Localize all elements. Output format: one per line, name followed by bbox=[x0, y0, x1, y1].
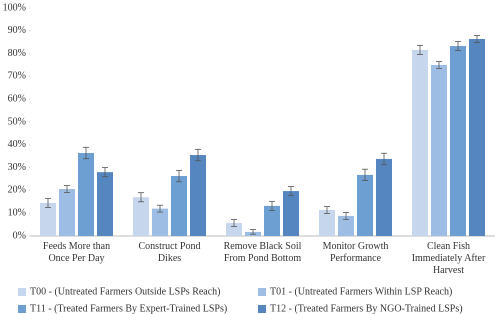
error-bar bbox=[45, 197, 51, 208]
x-tick-label: Monitor Growth Performance bbox=[323, 241, 389, 264]
bar bbox=[97, 172, 113, 236]
bar bbox=[226, 223, 242, 236]
y-tick-label: 50% bbox=[8, 116, 26, 127]
error-bar bbox=[436, 61, 442, 69]
error-bar bbox=[195, 148, 201, 162]
legend-label: T01 - (Untreated Farmers Within LSP Reac… bbox=[270, 286, 452, 297]
y-tick-label: 80% bbox=[8, 48, 26, 59]
error-bar bbox=[381, 152, 387, 166]
error-bar bbox=[157, 204, 163, 213]
legend-swatch bbox=[258, 288, 266, 296]
y-tick-label: 40% bbox=[8, 139, 26, 150]
error-bar bbox=[138, 192, 144, 203]
error-bar bbox=[64, 185, 70, 193]
y-tick-label: 100% bbox=[3, 2, 26, 13]
error-bar bbox=[324, 206, 330, 214]
bar bbox=[319, 210, 335, 236]
y-tick-label: 30% bbox=[8, 162, 26, 173]
x-tick-label: Feeds More than Once Per Day bbox=[43, 241, 110, 264]
error-bar bbox=[474, 35, 480, 43]
x-tick-label: Remove Black Soil From Pond Bottom bbox=[224, 241, 302, 264]
bar bbox=[431, 65, 447, 236]
error-bar bbox=[83, 146, 89, 160]
y-tick-label: 0% bbox=[13, 230, 26, 241]
error-bar bbox=[417, 44, 423, 55]
bar bbox=[357, 174, 373, 236]
legend-swatch bbox=[18, 305, 26, 313]
bar bbox=[412, 49, 428, 237]
error-bar bbox=[250, 229, 256, 235]
bar bbox=[469, 39, 485, 237]
x-tick-label: Construct Pond Dikes bbox=[139, 241, 201, 264]
error-bar bbox=[269, 200, 275, 211]
bar bbox=[376, 158, 392, 236]
bar bbox=[40, 202, 56, 236]
bar bbox=[59, 189, 75, 236]
bar bbox=[338, 215, 354, 236]
legend-swatch bbox=[18, 288, 26, 296]
legend-label: T00 - (Untreated Farmers Outside LSPs Re… bbox=[30, 286, 221, 297]
error-bar bbox=[176, 169, 182, 183]
error-bar bbox=[455, 41, 461, 52]
bar bbox=[190, 155, 206, 236]
error-bar bbox=[343, 212, 349, 220]
y-tick-label: 10% bbox=[8, 207, 26, 218]
legend-label: T11 - (Treated Farmers By Expert-Trained… bbox=[30, 303, 227, 314]
bar bbox=[450, 46, 466, 236]
bar bbox=[133, 197, 149, 236]
legend-label: T12 - (Treated Farmers By NGO-Trained LS… bbox=[270, 303, 463, 314]
bar bbox=[171, 176, 187, 236]
bar bbox=[152, 208, 168, 236]
legend-swatch bbox=[258, 305, 266, 313]
x-tick-label: Clean Fish Immediately After Harvest bbox=[412, 241, 486, 276]
bar bbox=[78, 153, 94, 236]
y-tick-label: 20% bbox=[8, 185, 26, 196]
error-bar bbox=[231, 219, 237, 227]
error-bar bbox=[102, 167, 108, 178]
y-tick-label: 60% bbox=[8, 93, 26, 104]
y-tick-label: 70% bbox=[8, 71, 26, 82]
error-bar bbox=[362, 168, 368, 181]
bar bbox=[264, 205, 280, 236]
bar bbox=[283, 191, 299, 236]
y-tick-label: 90% bbox=[8, 25, 26, 36]
error-bar bbox=[288, 186, 294, 197]
